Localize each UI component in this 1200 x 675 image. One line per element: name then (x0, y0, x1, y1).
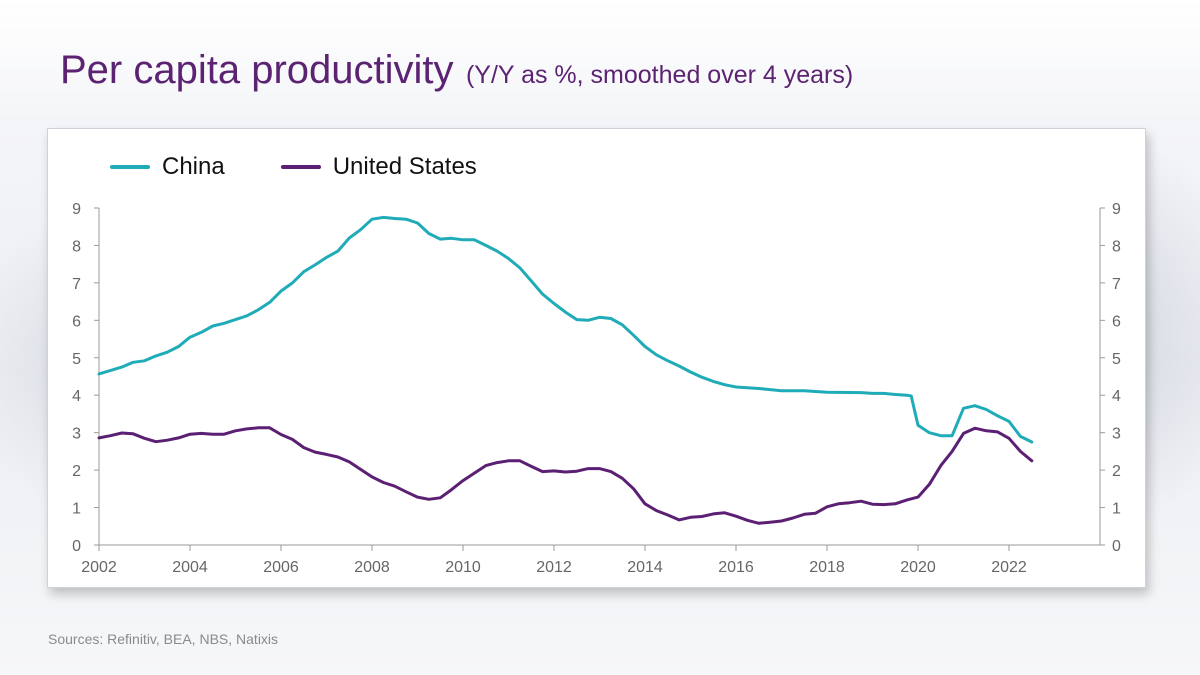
x-tick-label: 2002 (81, 559, 117, 576)
series-line-united-states (97, 426, 1034, 525)
x-tick-label: 2014 (627, 559, 663, 576)
source-note: Sources: Refinitiv, BEA, NBS, Natixis (48, 631, 279, 647)
y-tick-label-left: 1 (72, 501, 81, 518)
legend-item-united-states: United States (280, 153, 477, 181)
y-tick-label-right: 2 (1112, 463, 1121, 480)
y-tick-label-right: 8 (1112, 238, 1121, 255)
legend-swatch-china (110, 165, 150, 169)
y-tick-label-right: 3 (1112, 426, 1121, 443)
y-tick-label-left: 8 (72, 238, 81, 255)
y-tick-label-right: 0 (1112, 538, 1121, 555)
legend-label-united-states: United States (332, 153, 477, 180)
y-tick-label-left: 6 (72, 313, 81, 330)
y-tick-label-left: 0 (72, 538, 81, 555)
chart-panel: 0 0 1 1 2 2 3 3 4 4 5 5 6 6 7 7 8 8 9 9 2002 2004 2006 2008 2010… (47, 128, 1146, 588)
x-tick-label: 2020 (900, 559, 936, 576)
series-line-china (97, 215, 1034, 444)
line-chart: 0 0 1 1 2 2 3 3 4 4 5 5 6 6 7 7 8 8 9 9 2002 2004 2006 2008 2010… (72, 201, 1121, 576)
y-tick-label-right: 9 (1112, 201, 1121, 218)
chart-subtitle: (Y/Y as %, smoothed over 4 years) (465, 61, 854, 89)
x-tick-label: 2012 (536, 559, 572, 576)
title-row: Per capita productivity (Y/Y as %, smoot… (60, 48, 853, 93)
y-tick-label-left: 9 (72, 201, 81, 218)
chart-title: Per capita productivity (60, 48, 454, 92)
x-tick-label: 2022 (991, 559, 1027, 576)
x-tick-label: 2004 (172, 559, 208, 576)
legend: China United States (110, 153, 533, 181)
y-tick-label-left: 5 (72, 351, 81, 368)
x-tick-label: 2010 (445, 559, 481, 576)
y-tick-label-right: 4 (1112, 388, 1121, 405)
y-tick-label-left: 4 (72, 388, 81, 405)
x-tick-label: 2016 (718, 559, 754, 576)
x-tick-label: 2008 (354, 559, 390, 576)
x-tick-label: 2006 (263, 559, 299, 576)
y-tick-label-right: 1 (1112, 501, 1121, 518)
y-tick-label-left: 7 (72, 276, 81, 293)
y-tick-label-left: 2 (72, 463, 81, 480)
legend-label-china: China (162, 153, 225, 180)
legend-swatch-united-states (280, 165, 321, 169)
y-tick-label-right: 6 (1112, 313, 1121, 330)
y-tick-label-right: 7 (1112, 276, 1121, 293)
legend-item-china: China (110, 153, 225, 181)
y-tick-label-right: 5 (1112, 351, 1121, 368)
y-tick-label-left: 3 (72, 426, 81, 443)
x-tick-label: 2018 (809, 559, 845, 576)
